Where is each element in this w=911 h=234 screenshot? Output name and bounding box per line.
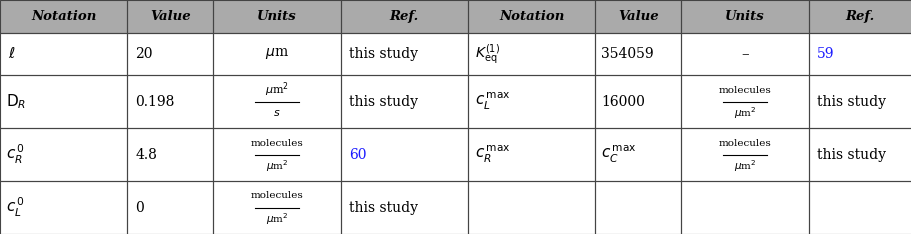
Bar <box>808 181 911 234</box>
Text: this study: this study <box>816 148 885 162</box>
Text: Units: Units <box>257 10 297 23</box>
Bar <box>467 75 595 128</box>
Text: $\it{s}$: $\it{s}$ <box>273 108 281 118</box>
Bar <box>0 128 128 181</box>
Bar <box>0 75 128 128</box>
Bar <box>595 0 681 33</box>
Text: this study: this study <box>816 95 885 109</box>
Text: $\it{\mu}$m$^2$: $\it{\mu}$m$^2$ <box>265 158 288 174</box>
Text: $\mathrm{D}_{\it{R}}$: $\mathrm{D}_{\it{R}}$ <box>6 92 26 111</box>
Text: molecules: molecules <box>251 191 303 200</box>
Text: Ref.: Ref. <box>389 10 418 23</box>
Text: $K_{\mathrm{eq}}^{(1)}$: $K_{\mathrm{eq}}^{(1)}$ <box>475 42 499 66</box>
Bar <box>595 33 681 75</box>
Text: $c_{\it{L}}^{\,\mathrm{max}}$: $c_{\it{L}}^{\,\mathrm{max}}$ <box>475 91 510 112</box>
Bar <box>341 33 467 75</box>
Bar <box>213 33 341 75</box>
Text: this study: this study <box>348 201 417 215</box>
Bar <box>595 181 681 234</box>
Text: 4.8: 4.8 <box>135 148 157 162</box>
Text: $\ell$: $\ell$ <box>8 46 15 61</box>
Text: molecules: molecules <box>718 86 771 95</box>
Bar <box>0 0 128 33</box>
Bar <box>213 0 341 33</box>
Text: $\it{\mu}$m: $\it{\mu}$m <box>265 46 289 61</box>
Bar <box>467 128 595 181</box>
Bar <box>808 33 911 75</box>
Bar <box>467 0 595 33</box>
Bar <box>213 0 341 33</box>
Bar <box>681 33 808 75</box>
Bar <box>213 128 341 181</box>
Bar <box>808 75 911 128</box>
Bar <box>341 128 467 181</box>
Bar <box>681 128 808 181</box>
Bar <box>128 0 213 33</box>
Bar <box>341 181 467 234</box>
Text: Value: Value <box>618 10 658 23</box>
Bar <box>595 0 681 33</box>
Bar <box>681 75 808 128</box>
Text: –: – <box>741 47 748 61</box>
Text: $c_{\it{R}}^{\,0}$: $c_{\it{R}}^{\,0}$ <box>6 143 25 166</box>
Text: $c_{\it{R}}^{\,\mathrm{max}}$: $c_{\it{R}}^{\,\mathrm{max}}$ <box>475 144 510 165</box>
Bar <box>341 75 467 128</box>
Bar <box>595 128 681 181</box>
Bar <box>128 75 213 128</box>
Text: 59: 59 <box>816 47 834 61</box>
Bar <box>808 0 911 33</box>
Bar <box>341 0 467 33</box>
Text: molecules: molecules <box>718 139 771 147</box>
Text: $\it{\mu}$m$^2$: $\it{\mu}$m$^2$ <box>733 106 755 121</box>
Bar <box>467 181 595 234</box>
Bar <box>808 128 911 181</box>
Text: $c_{\it{L}}^{\,0}$: $c_{\it{L}}^{\,0}$ <box>6 196 25 219</box>
Bar <box>681 181 808 234</box>
Text: 60: 60 <box>348 148 366 162</box>
Bar <box>128 181 213 234</box>
Text: Notation: Notation <box>498 10 564 23</box>
Bar <box>681 0 808 33</box>
Text: this study: this study <box>348 95 417 109</box>
Bar <box>128 33 213 75</box>
Bar <box>808 0 911 33</box>
Text: Notation: Notation <box>31 10 97 23</box>
Text: 0.198: 0.198 <box>135 95 175 109</box>
Bar <box>213 181 341 234</box>
Bar <box>0 0 128 33</box>
Text: molecules: molecules <box>251 139 303 147</box>
Text: $\it{\mu}$m$^2$: $\it{\mu}$m$^2$ <box>733 158 755 174</box>
Bar <box>341 0 467 33</box>
Text: this study: this study <box>348 47 417 61</box>
Text: Value: Value <box>150 10 190 23</box>
Bar <box>0 181 128 234</box>
Bar <box>681 0 808 33</box>
Bar <box>213 75 341 128</box>
Bar <box>128 0 213 33</box>
Text: Units: Units <box>724 10 764 23</box>
Text: 354059: 354059 <box>600 47 653 61</box>
Text: 0: 0 <box>135 201 144 215</box>
Bar <box>467 0 595 33</box>
Text: Ref.: Ref. <box>844 10 874 23</box>
Text: $\it{\mu}$m$^2$: $\it{\mu}$m$^2$ <box>265 81 289 99</box>
Text: $c_{\it{C}}^{\,\mathrm{max}}$: $c_{\it{C}}^{\,\mathrm{max}}$ <box>600 144 637 165</box>
Text: 20: 20 <box>135 47 153 61</box>
Text: 16000: 16000 <box>600 95 645 109</box>
Text: $\it{\mu}$m$^2$: $\it{\mu}$m$^2$ <box>265 211 288 227</box>
Bar <box>128 128 213 181</box>
Bar <box>0 33 128 75</box>
Bar <box>467 33 595 75</box>
Bar <box>595 75 681 128</box>
